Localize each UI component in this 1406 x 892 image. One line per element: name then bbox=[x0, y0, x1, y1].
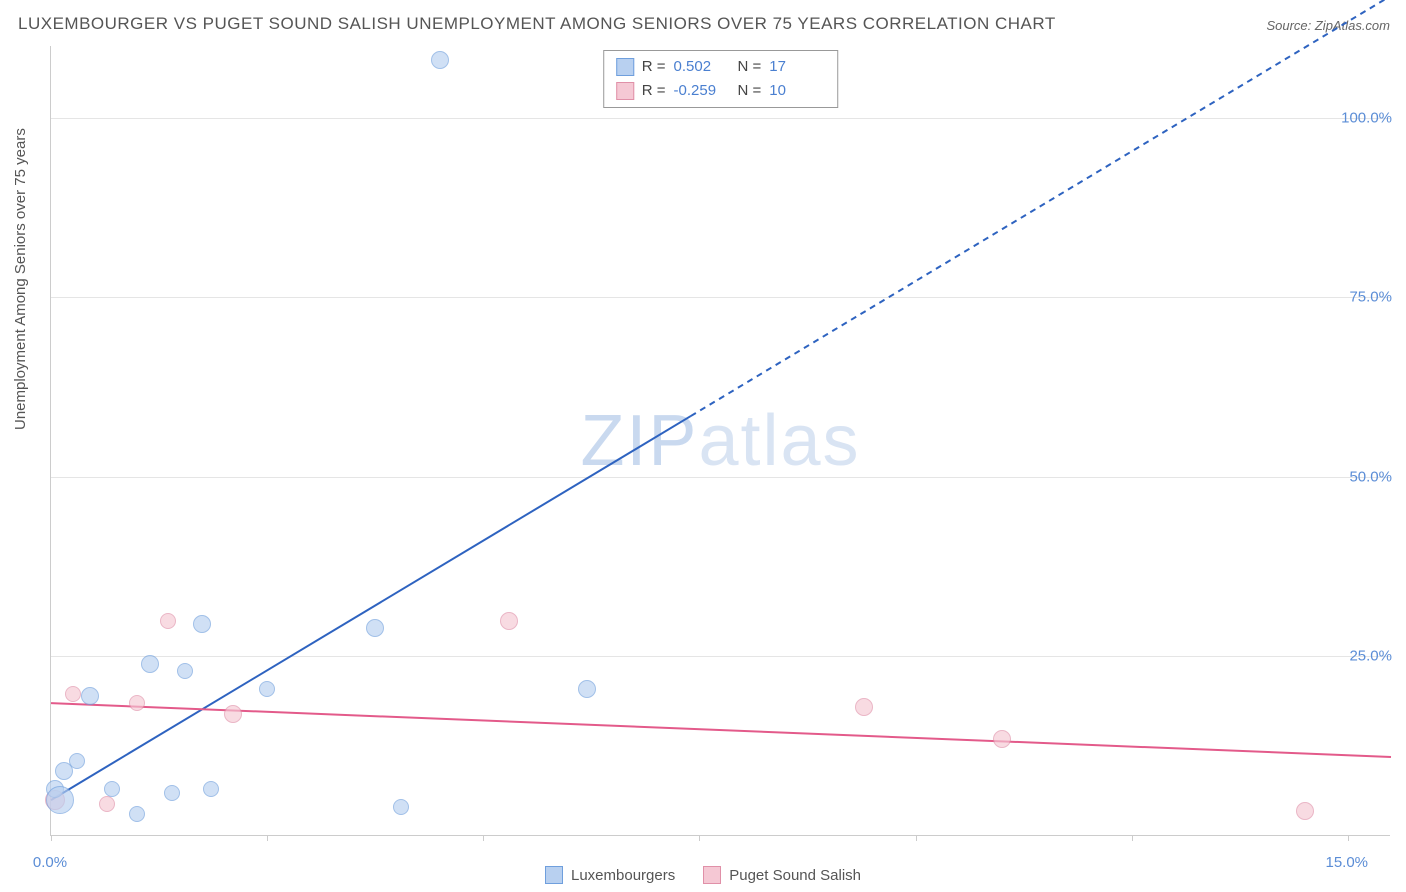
data-point-series-1 bbox=[193, 615, 211, 633]
data-point-series-1 bbox=[259, 681, 275, 697]
data-point-series-2 bbox=[224, 705, 242, 723]
source-attribution: Source: ZipAtlas.com bbox=[1266, 18, 1390, 33]
data-point-series-1 bbox=[431, 51, 449, 69]
x-tick-label-right: 15.0% bbox=[1325, 854, 1368, 871]
plot-area: ZIPatlas R = 0.502 N = 17 R = -0.259 N =… bbox=[50, 46, 1390, 836]
y-tick-label: 75.0% bbox=[1349, 289, 1392, 306]
data-point-series-1 bbox=[164, 785, 180, 801]
data-point-series-1 bbox=[393, 799, 409, 815]
data-point-series-2 bbox=[993, 730, 1011, 748]
data-point-series-1 bbox=[366, 619, 384, 637]
data-point-series-1 bbox=[104, 781, 120, 797]
chart-title: LUXEMBOURGER VS PUGET SOUND SALISH UNEMP… bbox=[18, 14, 1056, 34]
legend-swatch-2 bbox=[703, 866, 721, 884]
data-point-series-2 bbox=[99, 796, 115, 812]
legend-label-1: Luxembourgers bbox=[571, 867, 675, 884]
legend-item-1: Luxembourgers bbox=[545, 866, 675, 884]
y-tick-label: 100.0% bbox=[1341, 109, 1392, 126]
x-tick-label-left: 0.0% bbox=[33, 854, 67, 871]
data-point-series-1 bbox=[129, 806, 145, 822]
data-point-series-1 bbox=[203, 781, 219, 797]
trend-lines bbox=[51, 46, 1391, 836]
data-point-series-1 bbox=[578, 680, 596, 698]
data-point-series-1 bbox=[81, 687, 99, 705]
data-point-series-1 bbox=[46, 786, 74, 814]
data-point-series-2 bbox=[65, 686, 81, 702]
data-point-series-2 bbox=[855, 698, 873, 716]
source-prefix: Source: bbox=[1266, 18, 1314, 33]
data-point-series-2 bbox=[1296, 802, 1314, 820]
legend-swatch-1 bbox=[545, 866, 563, 884]
data-point-series-2 bbox=[500, 612, 518, 630]
y-tick-label: 50.0% bbox=[1349, 468, 1392, 485]
y-tick-label: 25.0% bbox=[1349, 648, 1392, 665]
chart-container: LUXEMBOURGER VS PUGET SOUND SALISH UNEMP… bbox=[0, 0, 1406, 892]
y-axis-label: Unemployment Among Seniors over 75 years bbox=[12, 128, 29, 430]
legend-item-2: Puget Sound Salish bbox=[703, 866, 861, 884]
data-point-series-1 bbox=[141, 655, 159, 673]
bottom-legend: Luxembourgers Puget Sound Salish bbox=[545, 866, 861, 884]
data-point-series-2 bbox=[160, 613, 176, 629]
data-point-series-1 bbox=[69, 753, 85, 769]
data-point-series-2 bbox=[129, 695, 145, 711]
source-name: ZipAtlas.com bbox=[1315, 18, 1390, 33]
data-point-series-1 bbox=[177, 663, 193, 679]
legend-label-2: Puget Sound Salish bbox=[729, 867, 861, 884]
